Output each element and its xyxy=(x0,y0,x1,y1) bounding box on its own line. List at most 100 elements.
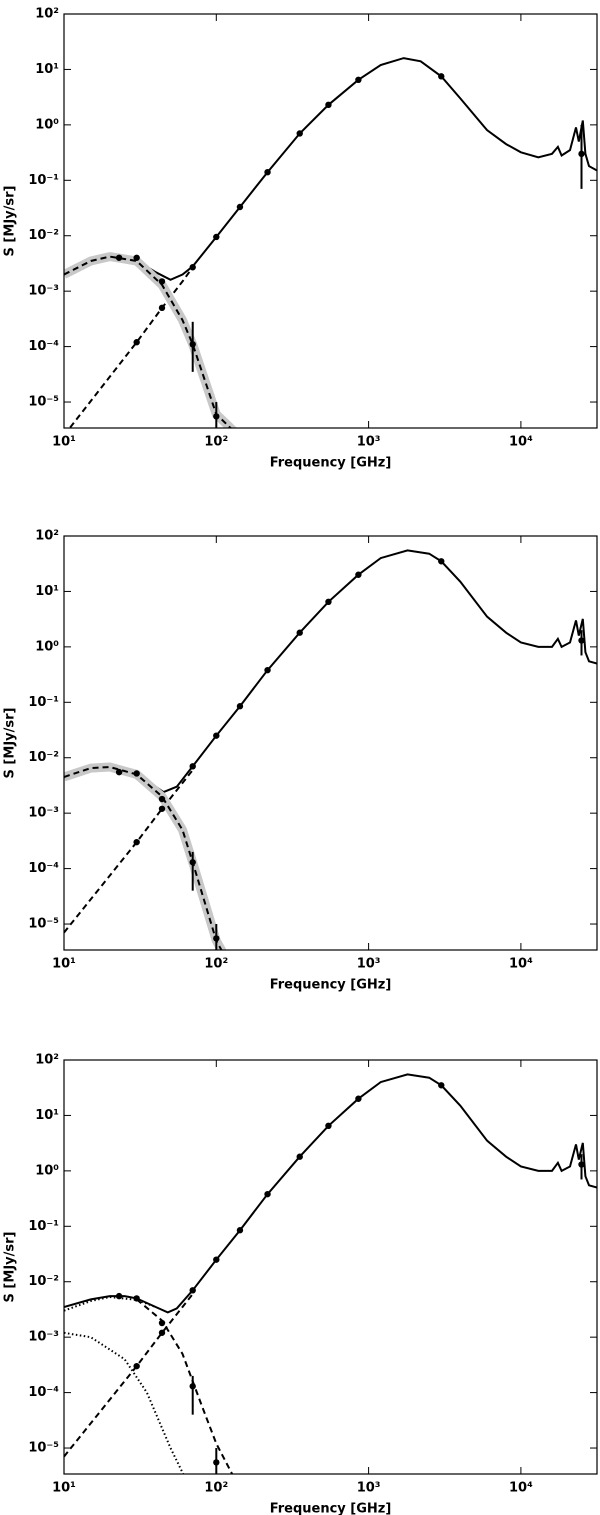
data-point xyxy=(158,1319,166,1327)
x-tick-label: 10² xyxy=(204,435,228,450)
data-point xyxy=(189,264,196,271)
y-tick-label: 10⁰ xyxy=(35,1163,59,1178)
x-tick-label: 10¹ xyxy=(52,957,76,972)
model-curve xyxy=(64,549,597,794)
data-point xyxy=(578,637,585,644)
data-point xyxy=(236,1227,244,1234)
data-point xyxy=(213,1256,220,1263)
model-curve xyxy=(64,255,233,428)
x-tick-label: 10² xyxy=(204,1481,228,1496)
y-tick-label: 10¹ xyxy=(35,1108,59,1123)
y-tick-label: 10⁻⁴ xyxy=(28,1385,59,1400)
uncertainty-band xyxy=(64,762,227,950)
y-tick-label: 10² xyxy=(35,1053,59,1068)
data-point xyxy=(213,935,220,942)
y-tick-label: 10¹ xyxy=(35,584,59,599)
x-tick-label: 10³ xyxy=(357,435,381,450)
model-curve xyxy=(64,1293,194,1458)
data-point xyxy=(133,339,140,346)
x-axis-label: Frequency [GHz] xyxy=(270,456,392,471)
x-tick-label: 10⁴ xyxy=(509,1481,533,1496)
x-axis-label: Frequency [GHz] xyxy=(270,1502,392,1515)
data-point xyxy=(578,1161,585,1168)
y-tick-label: 10⁻⁵ xyxy=(28,1441,59,1456)
plot-frame xyxy=(63,535,598,951)
data-point xyxy=(189,1383,196,1390)
data-point xyxy=(115,254,123,261)
y-tick-label: 10² xyxy=(35,7,59,22)
data-point xyxy=(325,101,332,109)
data-point xyxy=(296,130,303,137)
data-point xyxy=(115,768,123,776)
model-curve xyxy=(64,769,194,934)
data-point xyxy=(236,703,244,710)
data-point xyxy=(264,1190,271,1198)
data-point xyxy=(133,1362,140,1370)
model-curve xyxy=(64,1073,597,1314)
model-curve xyxy=(136,1298,234,1474)
y-tick-label: 10⁰ xyxy=(35,639,59,654)
y-tick-label: 10⁻³ xyxy=(28,1330,59,1345)
y-axis-label: S [MJy/sr] xyxy=(3,1232,18,1303)
y-tick-label: 10⁻⁵ xyxy=(28,917,59,932)
data-point xyxy=(296,1153,303,1160)
data-point xyxy=(213,413,220,420)
data-point xyxy=(133,1295,140,1302)
model-curve xyxy=(64,765,223,950)
model-curve xyxy=(68,266,194,428)
data-point xyxy=(578,150,585,158)
data-point xyxy=(264,168,271,176)
plot-frame xyxy=(63,13,598,429)
y-tick-label: 10⁰ xyxy=(35,117,59,132)
data-point xyxy=(355,1095,362,1102)
y-axis-label: S [MJy/sr] xyxy=(3,708,18,779)
x-tick-label: 10⁴ xyxy=(509,435,533,450)
data-point xyxy=(189,1287,196,1294)
y-tick-label: 10⁻⁵ xyxy=(28,395,59,410)
y-tick-label: 10⁻³ xyxy=(28,284,59,299)
data-point xyxy=(438,558,445,565)
x-tick-label: 10³ xyxy=(357,1481,381,1496)
data-point xyxy=(158,278,166,285)
data-point xyxy=(355,571,362,578)
y-tick-label: 10⁻² xyxy=(28,1274,59,1289)
y-tick-label: 10⁻⁴ xyxy=(28,339,59,354)
y-tick-label: 10⁻² xyxy=(28,228,59,243)
data-point xyxy=(438,1082,445,1089)
y-tick-label: 10⁻⁴ xyxy=(28,861,59,876)
y-tick-label: 10⁻¹ xyxy=(28,173,59,188)
data-point xyxy=(355,76,362,84)
data-point xyxy=(213,233,220,241)
y-axis-label: S [MJy/sr] xyxy=(3,186,18,257)
data-point xyxy=(189,859,196,866)
data-point xyxy=(115,1292,123,1300)
data-point xyxy=(213,732,220,739)
data-point xyxy=(158,304,166,312)
data-point xyxy=(158,805,166,812)
data-point xyxy=(133,838,140,846)
x-tick-label: 10⁴ xyxy=(509,957,533,972)
data-point xyxy=(296,629,303,636)
x-tick-label: 10³ xyxy=(357,957,381,972)
model-curve xyxy=(64,57,597,281)
y-tick-label: 10⁻¹ xyxy=(28,695,59,710)
data-point xyxy=(133,254,140,261)
data-point xyxy=(438,73,445,80)
y-tick-label: 10⁻³ xyxy=(28,806,59,821)
data-point xyxy=(133,770,140,777)
data-point xyxy=(325,1122,332,1130)
data-point xyxy=(158,1329,166,1336)
y-tick-label: 10⁻² xyxy=(28,750,59,765)
model-curve xyxy=(64,1331,185,1474)
y-tick-label: 10¹ xyxy=(35,62,59,77)
x-tick-label: 10¹ xyxy=(52,1481,76,1496)
data-point xyxy=(325,598,332,606)
data-point xyxy=(264,666,271,674)
data-point xyxy=(189,341,196,348)
data-point xyxy=(189,763,196,770)
data-point xyxy=(236,203,244,211)
data-point xyxy=(213,1459,220,1466)
y-tick-label: 10² xyxy=(35,529,59,544)
